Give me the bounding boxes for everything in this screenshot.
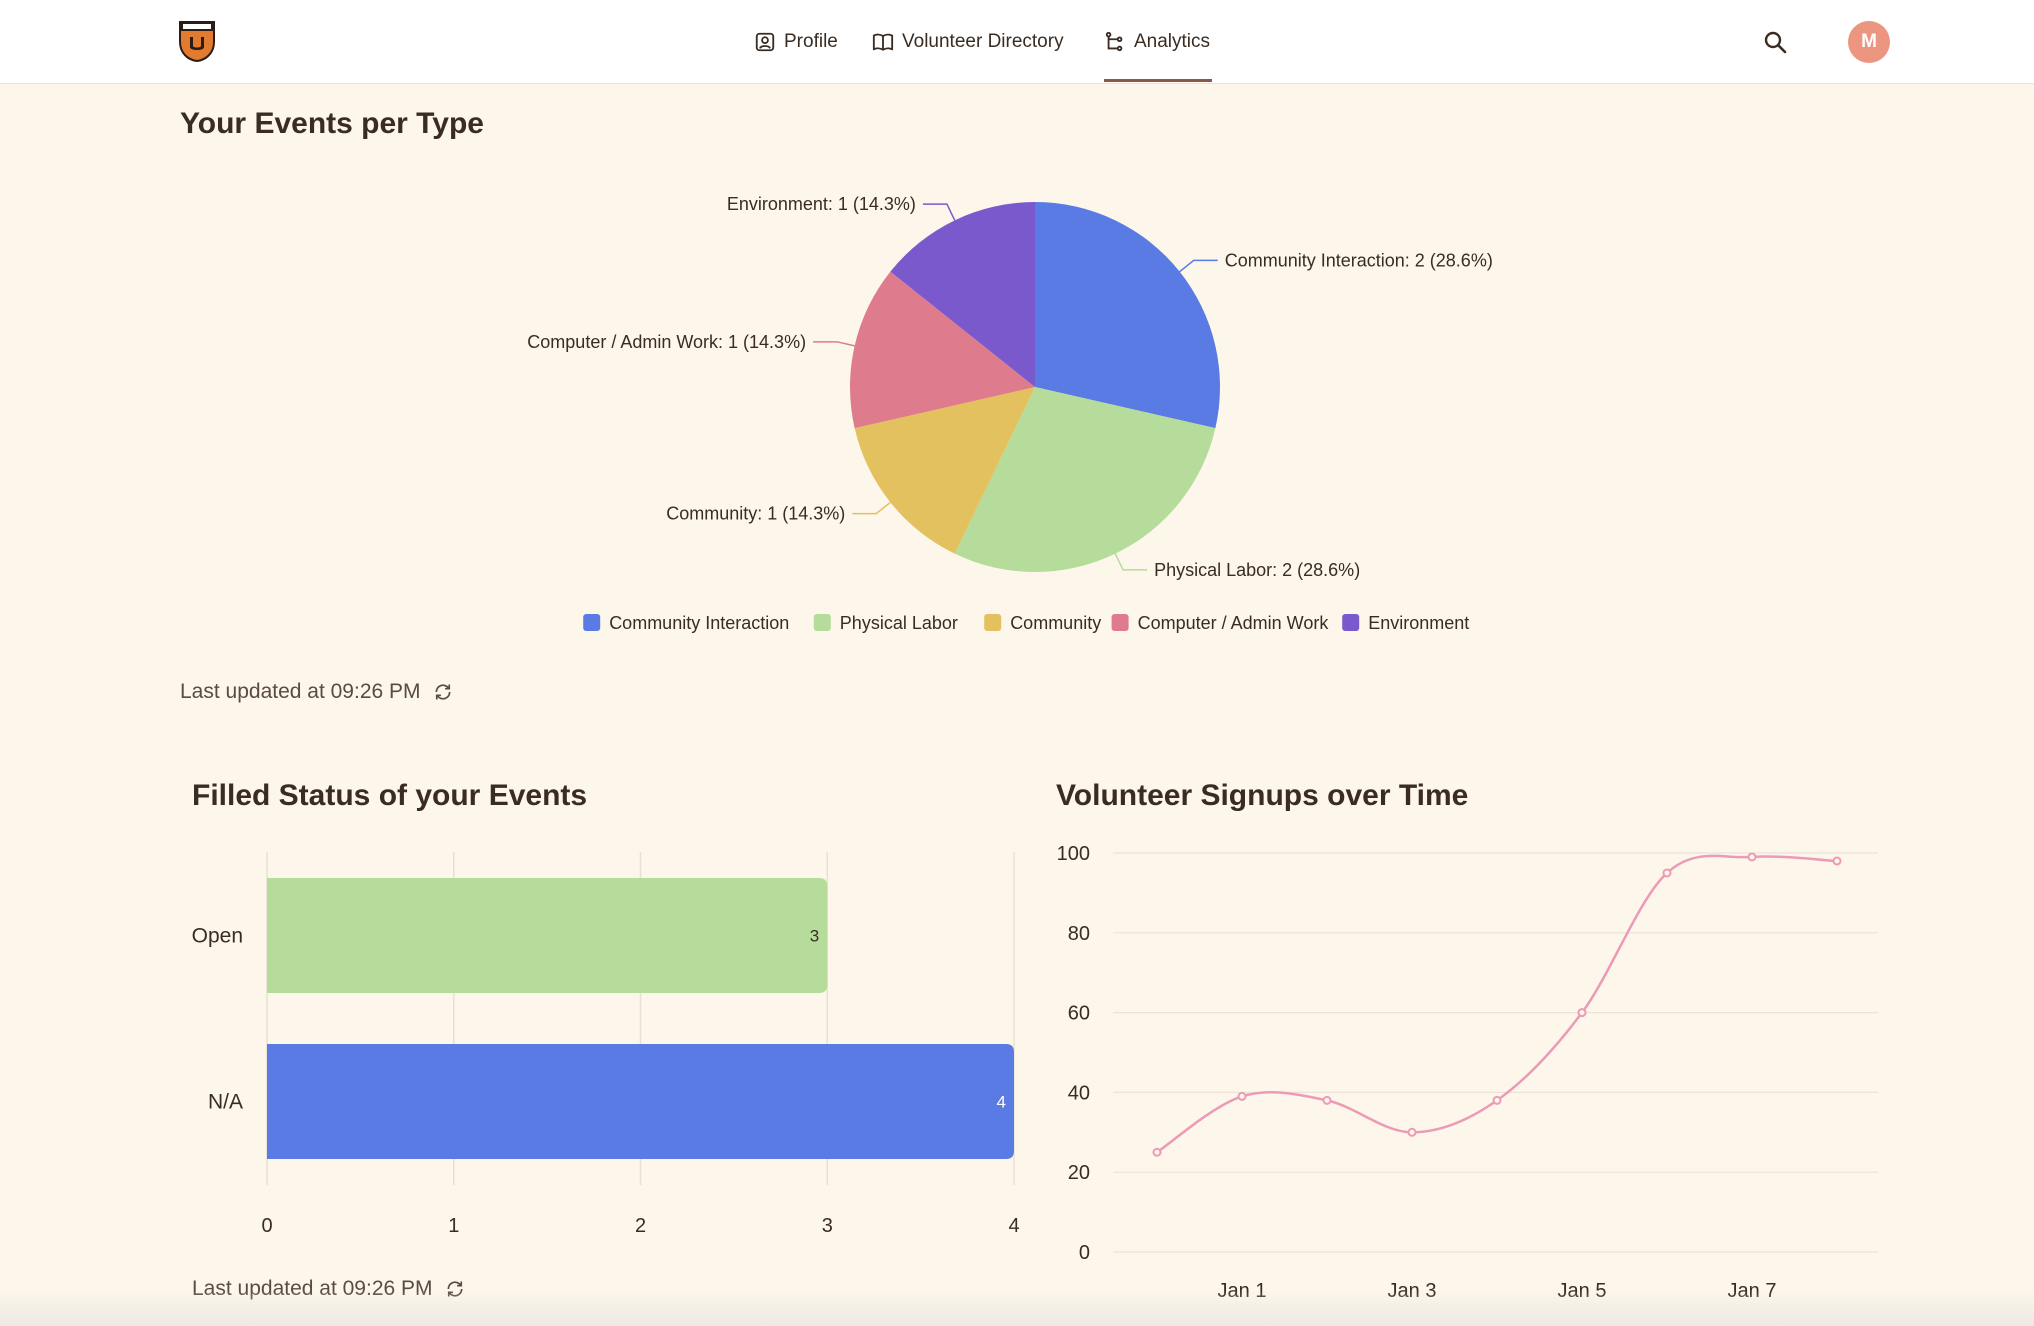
hierarchy-icon <box>1105 31 1123 52</box>
signups-data-point <box>1152 1147 1162 1157</box>
line-y-tick-label: 100 <box>1057 843 1090 865</box>
pie-leader-line <box>922 203 956 221</box>
bar-data-label: 4 <box>997 1093 1006 1112</box>
line-x-tick-label: Jan 7 <box>1728 1280 1777 1302</box>
legend-label-community: Community <box>1010 613 1101 633</box>
signups-data-point <box>1492 1095 1502 1105</box>
line-x-tick-label: Jan 3 <box>1388 1280 1437 1302</box>
bar-n-a <box>267 1044 1014 1159</box>
line-y-tick-label: 80 <box>1068 923 1090 945</box>
bar-data-label: 3 <box>810 927 819 946</box>
signups-series-line <box>1156 854 1838 1154</box>
pie-last-updated: Last updated at 09:26 PM <box>180 680 453 704</box>
pie-slice-label: Community Interaction: 2 (28.6%) <box>1225 250 1493 270</box>
events-per-type-pie-chart: Community Interaction: 2 (28.6%) Physical… <box>527 194 1493 633</box>
pie-slice-label: Computer / Admin Work: 1 (14.3%) <box>527 332 806 352</box>
legend-swatch-community <box>984 614 1002 631</box>
active-tab-indicator <box>1104 79 1212 82</box>
bar-x-tick-label: 3 <box>822 1215 833 1237</box>
events-per-type-title: Your Events per Type <box>180 107 484 140</box>
signups-over-time-title: Volunteer Signups over Time <box>1056 779 1469 812</box>
nav-volunteer-directory[interactable]: Volunteer Directory <box>872 0 1064 84</box>
line-y-tick-label: 60 <box>1068 1003 1090 1025</box>
pie-slice-label: Environment: 1 (14.3%) <box>727 194 916 214</box>
pie-leader-line <box>1114 553 1148 571</box>
refresh-icon[interactable] <box>445 1279 465 1299</box>
nav-analytics[interactable]: Analytics <box>1104 0 1210 84</box>
nav-analytics-label: Analytics <box>1134 31 1211 52</box>
search-icon[interactable] <box>1763 30 1787 54</box>
signups-data-point <box>1322 1095 1332 1105</box>
bar-x-tick-label: 0 <box>261 1215 272 1237</box>
book-icon <box>872 33 894 51</box>
app-logo[interactable] <box>178 20 216 62</box>
legend-swatch-computer-admin-work <box>1111 614 1129 631</box>
legend-label-physical-labor: Physical Labor <box>840 613 958 633</box>
line-x-tick-label: Jan 1 <box>1218 1280 1267 1302</box>
bar-last-updated: Last updated at 09:26 PM <box>192 1277 465 1301</box>
legend-label-community-interaction: Community Interaction <box>609 613 789 633</box>
pie-slice-label: Community: 1 (14.3%) <box>666 504 845 524</box>
nav-profile-label: Profile <box>784 31 838 52</box>
legend-swatch-physical-labor <box>813 614 831 631</box>
bar-category-label: Open <box>192 925 243 948</box>
signups-data-point <box>1832 856 1842 866</box>
bar-x-tick-label: 2 <box>635 1215 646 1237</box>
filled-status-bar-chart: 0 1 2 3 4 Open 3 N/A 4 <box>192 852 1020 1237</box>
signups-data-point <box>1747 852 1757 862</box>
bar-x-tick-label: 4 <box>1008 1215 1019 1237</box>
line-y-tick-label: 0 <box>1079 1242 1090 1264</box>
bar-last-updated-text: Last updated at 09:26 PM <box>192 1277 433 1300</box>
legend-swatch-community-interaction <box>583 614 601 631</box>
profile-icon <box>755 32 775 52</box>
legend-label-computer-admin-work: Computer / Admin Work <box>1138 613 1330 633</box>
filled-status-title: Filled Status of your Events <box>192 779 588 812</box>
pie-leader-line <box>1179 259 1218 273</box>
pie-slice-physical-labor <box>954 387 1216 572</box>
top-navbar: Profile Volunteer Directory Analytics M <box>0 0 2034 84</box>
line-y-tick-label: 20 <box>1068 1162 1090 1184</box>
legend-label-environment: Environment <box>1368 613 1469 633</box>
bar-x-tick-label: 1 <box>448 1215 459 1237</box>
pie-slice-community <box>854 387 1035 554</box>
pie-slice-computer-admin-work <box>850 271 1035 429</box>
signups-data-point <box>1407 1127 1417 1137</box>
avatar[interactable]: M <box>1848 21 1890 63</box>
pie-last-updated-text: Last updated at 09:26 PM <box>180 680 421 703</box>
bar-open <box>267 878 828 993</box>
nav-directory-label: Volunteer Directory <box>902 31 1064 52</box>
signups-line-chart: 0 20 40 60 80 100 Jan 1 Jan 3 Jan 5 Jan 7 <box>1057 843 1878 1302</box>
pie-slice-community-interaction <box>1035 202 1220 429</box>
signups-data-point <box>1577 1008 1587 1018</box>
legend-swatch-environment <box>1342 614 1360 631</box>
pie-slice-environment <box>890 202 1035 387</box>
signups-data-point <box>1237 1091 1247 1101</box>
nav-profile[interactable]: Profile <box>754 0 838 84</box>
line-x-tick-label: Jan 5 <box>1558 1280 1607 1302</box>
signups-data-point <box>1662 868 1672 878</box>
refresh-icon[interactable] <box>433 682 453 702</box>
pie-leader-line <box>813 341 855 347</box>
pie-leader-line <box>852 501 891 515</box>
bar-category-label: N/A <box>208 1091 243 1114</box>
line-y-tick-label: 40 <box>1068 1082 1090 1104</box>
pie-slice-label: Physical Labor: 2 (28.6%) <box>1154 560 1360 580</box>
